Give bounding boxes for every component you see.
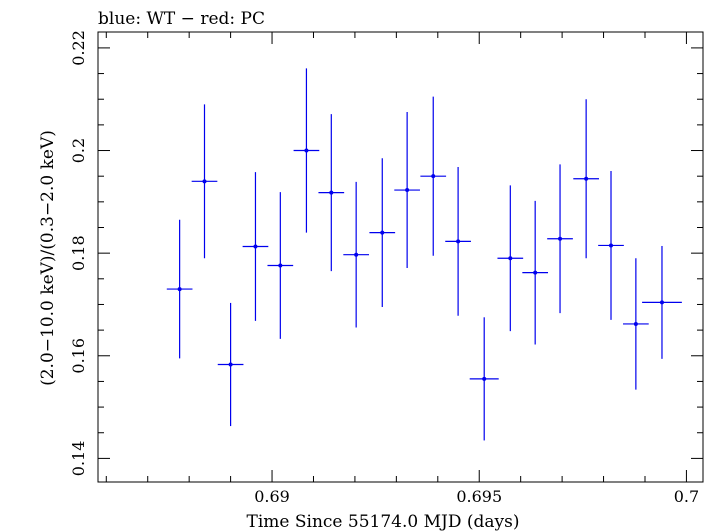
data-point bbox=[343, 181, 370, 328]
data-point bbox=[469, 317, 499, 441]
data-marker bbox=[508, 256, 513, 261]
y-axis-label: (2.0−10.0 keV)/(0.3−2.0 keV) bbox=[38, 130, 58, 386]
data-marker bbox=[380, 230, 385, 235]
data-marker bbox=[228, 362, 233, 367]
data-marker bbox=[659, 300, 664, 305]
data-point bbox=[522, 200, 549, 345]
y-tick-label: 0.2 bbox=[69, 138, 88, 163]
y-tick-label: 0.22 bbox=[69, 30, 88, 66]
data-point bbox=[369, 158, 396, 308]
data-point bbox=[242, 172, 269, 321]
chart-title: blue: WT − red: PC bbox=[98, 9, 265, 29]
plot-frame bbox=[97, 31, 704, 483]
data-marker bbox=[609, 243, 614, 248]
data-marker bbox=[202, 179, 207, 184]
data-point bbox=[445, 166, 471, 316]
data-point bbox=[293, 68, 320, 233]
data-point bbox=[598, 171, 624, 320]
x-tick-label: 0.69 bbox=[254, 487, 290, 506]
data-marker bbox=[177, 287, 182, 292]
data-point bbox=[394, 112, 420, 269]
x-tick-label: 0.695 bbox=[456, 487, 502, 506]
data-point bbox=[573, 99, 599, 259]
data-series bbox=[166, 68, 682, 441]
data-point bbox=[217, 302, 244, 427]
data-marker bbox=[456, 239, 461, 244]
x-tick-label: 0.7 bbox=[674, 487, 699, 506]
data-point bbox=[642, 245, 682, 359]
data-point bbox=[191, 104, 218, 259]
y-tick-label: 0.16 bbox=[69, 338, 88, 374]
data-marker bbox=[431, 174, 436, 179]
data-marker bbox=[558, 236, 563, 241]
y-tick-label: 0.14 bbox=[69, 441, 88, 477]
data-marker bbox=[633, 321, 638, 326]
data-marker bbox=[482, 376, 487, 381]
data-marker bbox=[278, 263, 283, 268]
data-point bbox=[497, 185, 524, 332]
data-marker bbox=[354, 252, 359, 257]
x-axis: 0.69 0.695 0.7 bbox=[105, 32, 699, 506]
data-marker bbox=[253, 244, 258, 249]
data-marker bbox=[584, 176, 589, 181]
data-point bbox=[267, 192, 294, 339]
data-point bbox=[166, 219, 193, 359]
data-marker bbox=[533, 270, 538, 275]
y-axis: 0.14 0.16 0.18 0.2 0.22 bbox=[69, 30, 703, 476]
data-marker bbox=[329, 190, 334, 195]
data-point bbox=[623, 258, 649, 390]
y-tick-label: 0.18 bbox=[69, 235, 88, 271]
data-point bbox=[318, 114, 345, 272]
x-axis-label: Time Since 55174.0 MJD (days) bbox=[247, 512, 520, 532]
data-marker bbox=[304, 148, 309, 153]
data-point bbox=[547, 164, 573, 314]
data-marker bbox=[405, 188, 410, 193]
data-point bbox=[420, 96, 447, 256]
